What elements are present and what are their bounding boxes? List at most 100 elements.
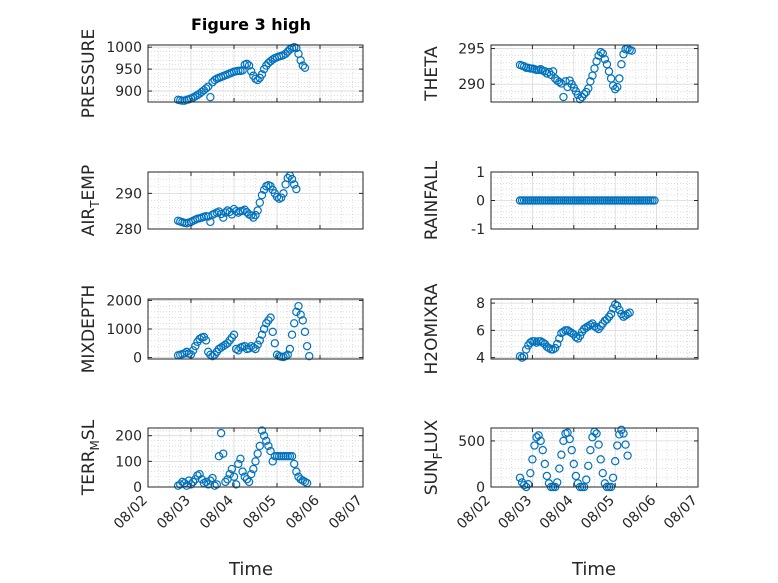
data-point <box>244 477 254 487</box>
data-point <box>621 440 630 449</box>
data-point <box>555 77 564 87</box>
data-point <box>569 459 579 469</box>
data-point <box>255 198 264 207</box>
data-point <box>264 441 273 451</box>
data-point <box>225 207 234 217</box>
data-point <box>625 308 634 317</box>
data-point <box>298 61 307 70</box>
data-point <box>515 352 525 361</box>
data-point <box>236 454 245 463</box>
y-tick-label: 290 <box>458 77 485 93</box>
data-point <box>534 431 543 440</box>
subplot-mixdepth: 0 1000 2000 MIXDEPTH <box>79 285 364 374</box>
data-point <box>257 330 267 339</box>
data-point <box>292 184 301 194</box>
data-point <box>214 452 224 461</box>
subplot-rainfall: -1 0 1 RAINFALL <box>422 160 699 240</box>
y-axis-label: SUNFLUX <box>422 419 445 495</box>
y-tick-label: 950 <box>115 62 142 78</box>
y-axis-label: THETA <box>422 46 442 102</box>
data-point <box>567 445 576 455</box>
data-point <box>188 346 198 355</box>
data-point <box>532 338 541 347</box>
y-tick-label: 8 <box>476 296 485 312</box>
data-point <box>582 323 591 332</box>
data-point <box>650 196 659 205</box>
data-point <box>186 480 196 489</box>
data-point <box>219 213 228 222</box>
data-point <box>296 475 305 484</box>
data-point <box>604 312 614 321</box>
data-point <box>579 324 589 334</box>
data-point <box>565 434 574 444</box>
subplot-air-temp: 280 290 AIRTEMP <box>79 165 364 238</box>
data-point <box>201 336 211 345</box>
y-tick-label: 200 <box>115 429 142 445</box>
data-point <box>214 207 224 216</box>
data-point <box>575 331 585 341</box>
data-point <box>586 445 595 455</box>
data-point <box>582 475 591 484</box>
data-point <box>201 84 211 93</box>
data-point <box>594 440 603 449</box>
data-point <box>623 451 632 460</box>
data-point <box>596 455 605 464</box>
data-point <box>298 476 307 485</box>
data-point <box>530 441 539 450</box>
data-point <box>571 471 581 481</box>
data-point <box>270 339 280 348</box>
data-point <box>219 341 228 351</box>
y-axis-label: MIXDEPTH <box>79 285 99 374</box>
data-point <box>536 65 545 74</box>
data-point <box>305 351 314 361</box>
y-tick-label: 290 <box>115 186 142 202</box>
y-tick-label: 100 <box>115 454 142 470</box>
data-point <box>255 336 264 345</box>
data-point <box>292 43 301 53</box>
data-point <box>553 339 562 349</box>
data-point <box>300 327 310 337</box>
data-point <box>300 477 310 487</box>
x-axis-label-right: Time <box>571 559 616 580</box>
data-point <box>285 344 295 354</box>
data-point <box>287 174 297 184</box>
data-point <box>571 332 581 342</box>
data-point <box>590 322 599 331</box>
data-point <box>565 327 574 336</box>
data-point <box>182 481 191 490</box>
data-point <box>540 459 550 469</box>
data-point <box>619 50 628 59</box>
data-point <box>613 301 622 311</box>
data-point <box>627 46 636 55</box>
data-point <box>296 56 305 65</box>
y-tick-label: 0 <box>476 480 485 496</box>
data-point <box>613 441 622 450</box>
data-point <box>615 305 624 315</box>
y-axis-label: TERRMSL <box>79 419 102 496</box>
data-point <box>573 334 583 343</box>
data-point <box>598 49 607 58</box>
data-point <box>296 310 305 319</box>
data-point <box>596 322 605 331</box>
data-point <box>608 473 618 482</box>
data-point <box>559 92 568 102</box>
data-point <box>287 330 297 339</box>
data-point <box>268 457 277 466</box>
data-point <box>257 426 267 435</box>
data-point <box>253 449 262 458</box>
data-point <box>617 60 626 69</box>
data-point <box>244 344 254 353</box>
data-point <box>544 343 554 353</box>
data-point <box>298 316 307 325</box>
data-point <box>201 477 211 487</box>
data-point <box>221 477 230 487</box>
data-point <box>251 74 260 83</box>
axes-frame <box>147 171 364 230</box>
data-point <box>300 63 310 73</box>
data-point <box>251 210 260 220</box>
y-axis-label: RAINFALL <box>422 160 442 240</box>
data-point <box>208 351 217 361</box>
data-point <box>555 464 564 473</box>
data-point <box>600 55 610 64</box>
x-axis-label-left: Time <box>228 559 273 580</box>
